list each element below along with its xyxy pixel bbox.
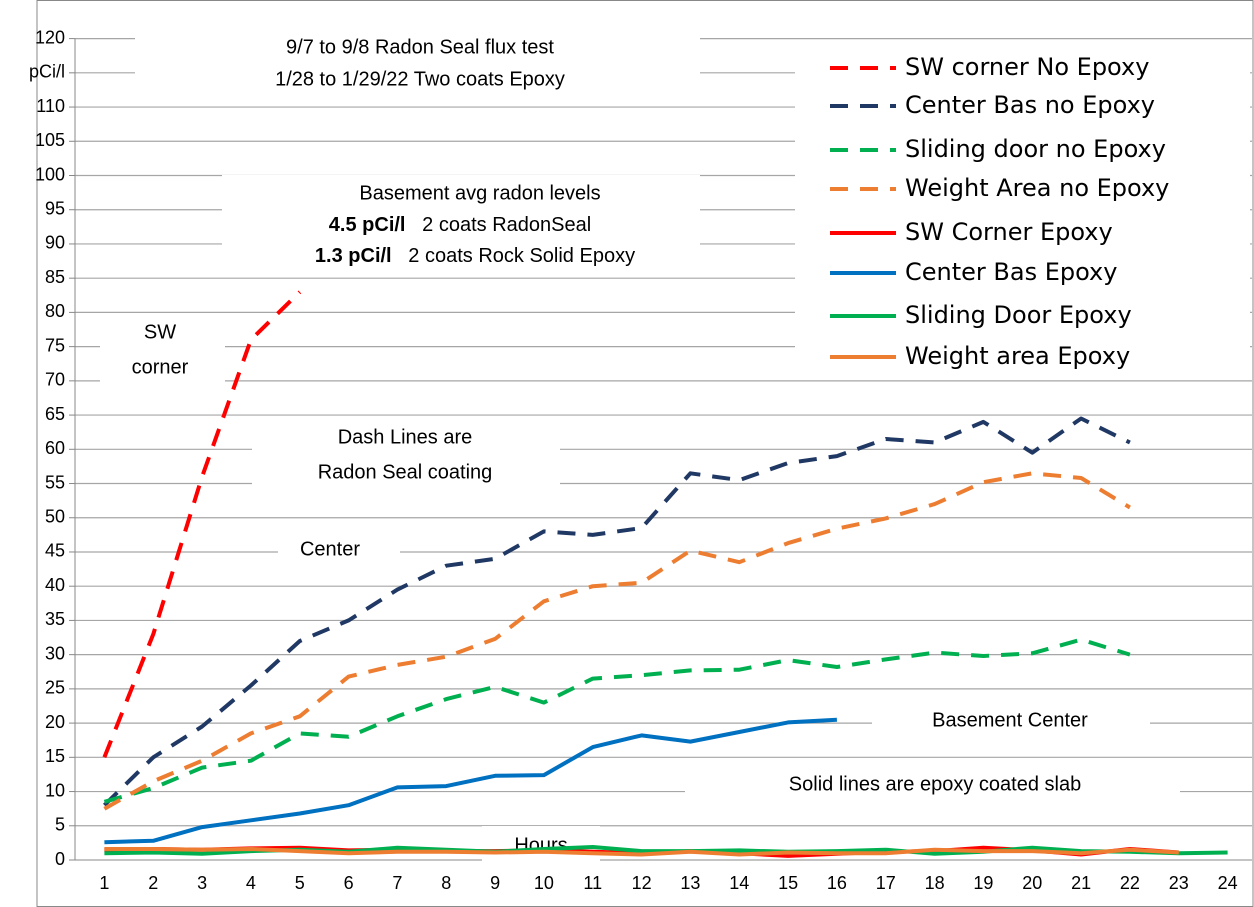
x-tick-label: 2 — [148, 873, 158, 893]
y-tick-label: 15 — [45, 746, 65, 766]
x-tick-label: 24 — [1218, 873, 1238, 893]
chart-title: 1/28 to 1/29/22 Two coats Epoxy — [275, 68, 565, 90]
x-tick-label: 19 — [973, 873, 993, 893]
legend-label: Weight Area no Epoxy — [905, 174, 1169, 202]
y-tick-label: 90 — [45, 233, 65, 253]
annotation: Basement Center — [932, 709, 1088, 731]
x-tick-label: 18 — [925, 873, 945, 893]
x-tick-label: 4 — [246, 873, 256, 893]
legend-label: Center Bas no Epoxy — [905, 91, 1155, 119]
note-text: 2 coats RadonSeal — [422, 214, 591, 236]
y-tick-label: 75 — [45, 335, 65, 355]
x-tick-label: 8 — [441, 873, 451, 893]
note-text: 2 coats Rock Solid Epoxy — [408, 245, 635, 267]
series-line — [104, 847, 1179, 857]
annotation: Center — [300, 538, 360, 560]
note-heading: Basement avg radon levels — [359, 182, 600, 204]
series-line — [104, 717, 838, 845]
y-tick-label: 45 — [45, 541, 65, 561]
x-tick-label: 14 — [729, 873, 749, 893]
x-tick-label: 3 — [197, 873, 207, 893]
y-tick-label: 35 — [45, 609, 65, 629]
x-tick-label: 7 — [392, 873, 402, 893]
y-tick-label: 10 — [45, 780, 65, 800]
legend-label: Sliding Door Epoxy — [905, 301, 1132, 329]
y-tick-label: pCi/l — [29, 62, 65, 82]
legend-label: SW corner No Epoxy — [905, 53, 1149, 81]
series-line — [102, 290, 302, 759]
y-tick-label: 40 — [45, 575, 65, 595]
note-row: 4.5 pCi/l 2 coats RadonSeal — [329, 214, 591, 236]
x-tick-label: 15 — [778, 873, 798, 893]
y-tick-label: 20 — [45, 712, 65, 732]
y-tick-label: 50 — [45, 507, 65, 527]
x-tick-label: 22 — [1120, 873, 1140, 893]
y-tick-label: 0 — [55, 849, 65, 869]
x-tick-label: 5 — [295, 873, 305, 893]
annotation: Dash Lines are — [338, 426, 473, 448]
legend-label: Sliding door no Epoxy — [905, 135, 1166, 163]
annotation-box — [872, 704, 1150, 738]
series-line — [103, 471, 1131, 811]
y-tick-label: 60 — [45, 438, 65, 458]
note-gap — [392, 245, 409, 267]
annotation: Radon Seal coating — [318, 461, 493, 483]
x-tick-label: 17 — [876, 873, 896, 893]
note-bold: 1.3 pCi/l — [315, 245, 392, 267]
legend-label: Weight area Epoxy — [905, 342, 1130, 370]
y-tick-label: 100 — [35, 164, 65, 184]
series-line — [103, 416, 1131, 807]
title-box — [135, 28, 700, 102]
series-line — [103, 637, 1131, 804]
x-tick-label: 1 — [99, 873, 109, 893]
annotation-box — [252, 418, 560, 490]
y-tick-label: 110 — [36, 96, 65, 116]
y-tick-label: 30 — [45, 643, 65, 663]
y-tick-label: 120 — [35, 27, 65, 47]
x-tick-label: 13 — [680, 873, 700, 893]
y-tick-label: 65 — [45, 404, 65, 424]
y-tick-label: 80 — [45, 301, 65, 321]
x-tick-label: 23 — [1169, 873, 1189, 893]
legend-box — [795, 48, 1250, 380]
x-tick-label: 12 — [632, 873, 652, 893]
y-tick-label: 105 — [35, 130, 65, 150]
y-tick-label: 55 — [45, 472, 65, 492]
x-tick-label: 6 — [344, 873, 354, 893]
note-box — [222, 175, 700, 277]
legend-label: SW Corner Epoxy — [905, 218, 1113, 246]
y-tick-label: 85 — [45, 267, 65, 287]
annotation: Solid lines are epoxy coated slab — [789, 773, 1081, 795]
annotation: SW — [144, 321, 176, 343]
x-tick-label: 21 — [1071, 873, 1091, 893]
y-tick-label: 70 — [45, 370, 65, 390]
y-tick-label: 95 — [45, 198, 65, 218]
note-row: 1.3 pCi/l 2 coats Rock Solid Epoxy — [315, 245, 635, 267]
chart-title: 9/7 to 9/8 Radon Seal flux test — [286, 36, 554, 58]
x-tick-label: 20 — [1022, 873, 1042, 893]
annotation-box — [685, 765, 1180, 805]
legend-label: Center Bas Epoxy — [905, 258, 1117, 286]
note-gap — [406, 214, 423, 236]
x-tick-label: 11 — [583, 873, 602, 893]
x-tick-label: 9 — [490, 873, 500, 893]
x-tick-label: 10 — [534, 873, 554, 893]
y-tick-label: 5 — [55, 815, 65, 835]
y-tick-label: 25 — [45, 678, 65, 698]
annotation-box — [100, 314, 225, 386]
note-bold: 4.5 pCi/l — [329, 214, 406, 236]
annotation-box — [278, 534, 400, 566]
annotation: corner — [132, 356, 189, 378]
x-tick-label: 16 — [827, 873, 847, 893]
